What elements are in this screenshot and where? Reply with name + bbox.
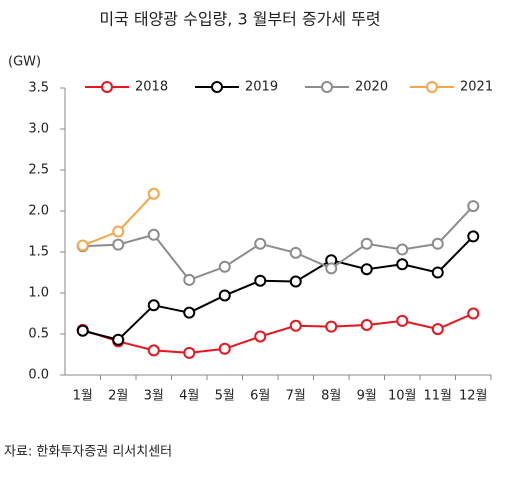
legend-marker [101, 81, 113, 93]
point [467, 230, 480, 243]
point [254, 330, 267, 343]
x-tick-label: 11월 [423, 389, 452, 404]
y-tick-label: 2.0 [28, 204, 49, 219]
point [396, 258, 409, 271]
point [76, 324, 89, 337]
point [289, 319, 302, 332]
x-tick-label: 1월 [73, 389, 93, 404]
x-tick-label: 7월 [286, 389, 306, 404]
series-line [82, 205, 474, 282]
x-tick-label: 10월 [388, 389, 417, 404]
point [112, 238, 125, 251]
point [431, 266, 444, 279]
legend-label: 2019 [245, 80, 278, 95]
point [467, 200, 480, 213]
point [254, 237, 267, 250]
y-tick-label: 2.5 [28, 163, 49, 178]
legend-marker [321, 81, 333, 93]
point [183, 306, 196, 319]
x-tick-label: 5월 [215, 389, 235, 404]
y-tick-label: 0.0 [28, 368, 49, 383]
point [218, 342, 231, 355]
point [218, 289, 231, 302]
point [325, 320, 338, 333]
y-tick-label: 1.0 [28, 286, 49, 301]
point [360, 318, 373, 331]
point [431, 323, 444, 336]
series-line [82, 235, 474, 341]
point [147, 228, 160, 241]
x-tick-label: 2월 [108, 389, 128, 404]
legend-label: 2021 [460, 80, 493, 95]
x-tick-label: 4월 [179, 389, 199, 404]
point [183, 346, 196, 359]
point [431, 237, 444, 250]
point [183, 273, 196, 286]
legend-marker [426, 81, 438, 93]
legend-label: 2018 [135, 80, 168, 95]
point [254, 274, 267, 287]
point [218, 260, 231, 273]
y-axis-label: (GW) [8, 55, 41, 70]
x-tick-label: 12월 [459, 389, 488, 404]
point [360, 237, 373, 250]
point [289, 246, 302, 259]
x-tick-label: 9월 [357, 389, 377, 404]
point [76, 239, 89, 252]
y-tick-label: 0.5 [28, 327, 49, 342]
point [360, 263, 373, 276]
point [147, 299, 160, 312]
point [396, 243, 409, 256]
x-tick-label: 6월 [250, 389, 270, 404]
point [467, 307, 480, 320]
point [396, 314, 409, 327]
chart-title: 미국 태양광 수입량, 3 월부터 증가세 뚜렷 [99, 10, 380, 29]
point [112, 333, 125, 346]
source: 자료: 한화투자증권 리서치센터 [4, 445, 172, 460]
legend-label: 2020 [355, 80, 388, 95]
point [289, 275, 302, 288]
y-tick-label: 1.5 [28, 245, 49, 260]
point [147, 187, 160, 200]
point [147, 344, 160, 357]
legend-marker [211, 81, 223, 93]
x-tick-label: 8월 [321, 389, 341, 404]
x-tick-label: 3월 [144, 389, 164, 404]
y-tick-label: 3.0 [28, 122, 49, 137]
series-line [82, 312, 474, 354]
point [112, 225, 125, 238]
point [325, 262, 338, 275]
y-tick-label: 3.5 [28, 81, 49, 96]
